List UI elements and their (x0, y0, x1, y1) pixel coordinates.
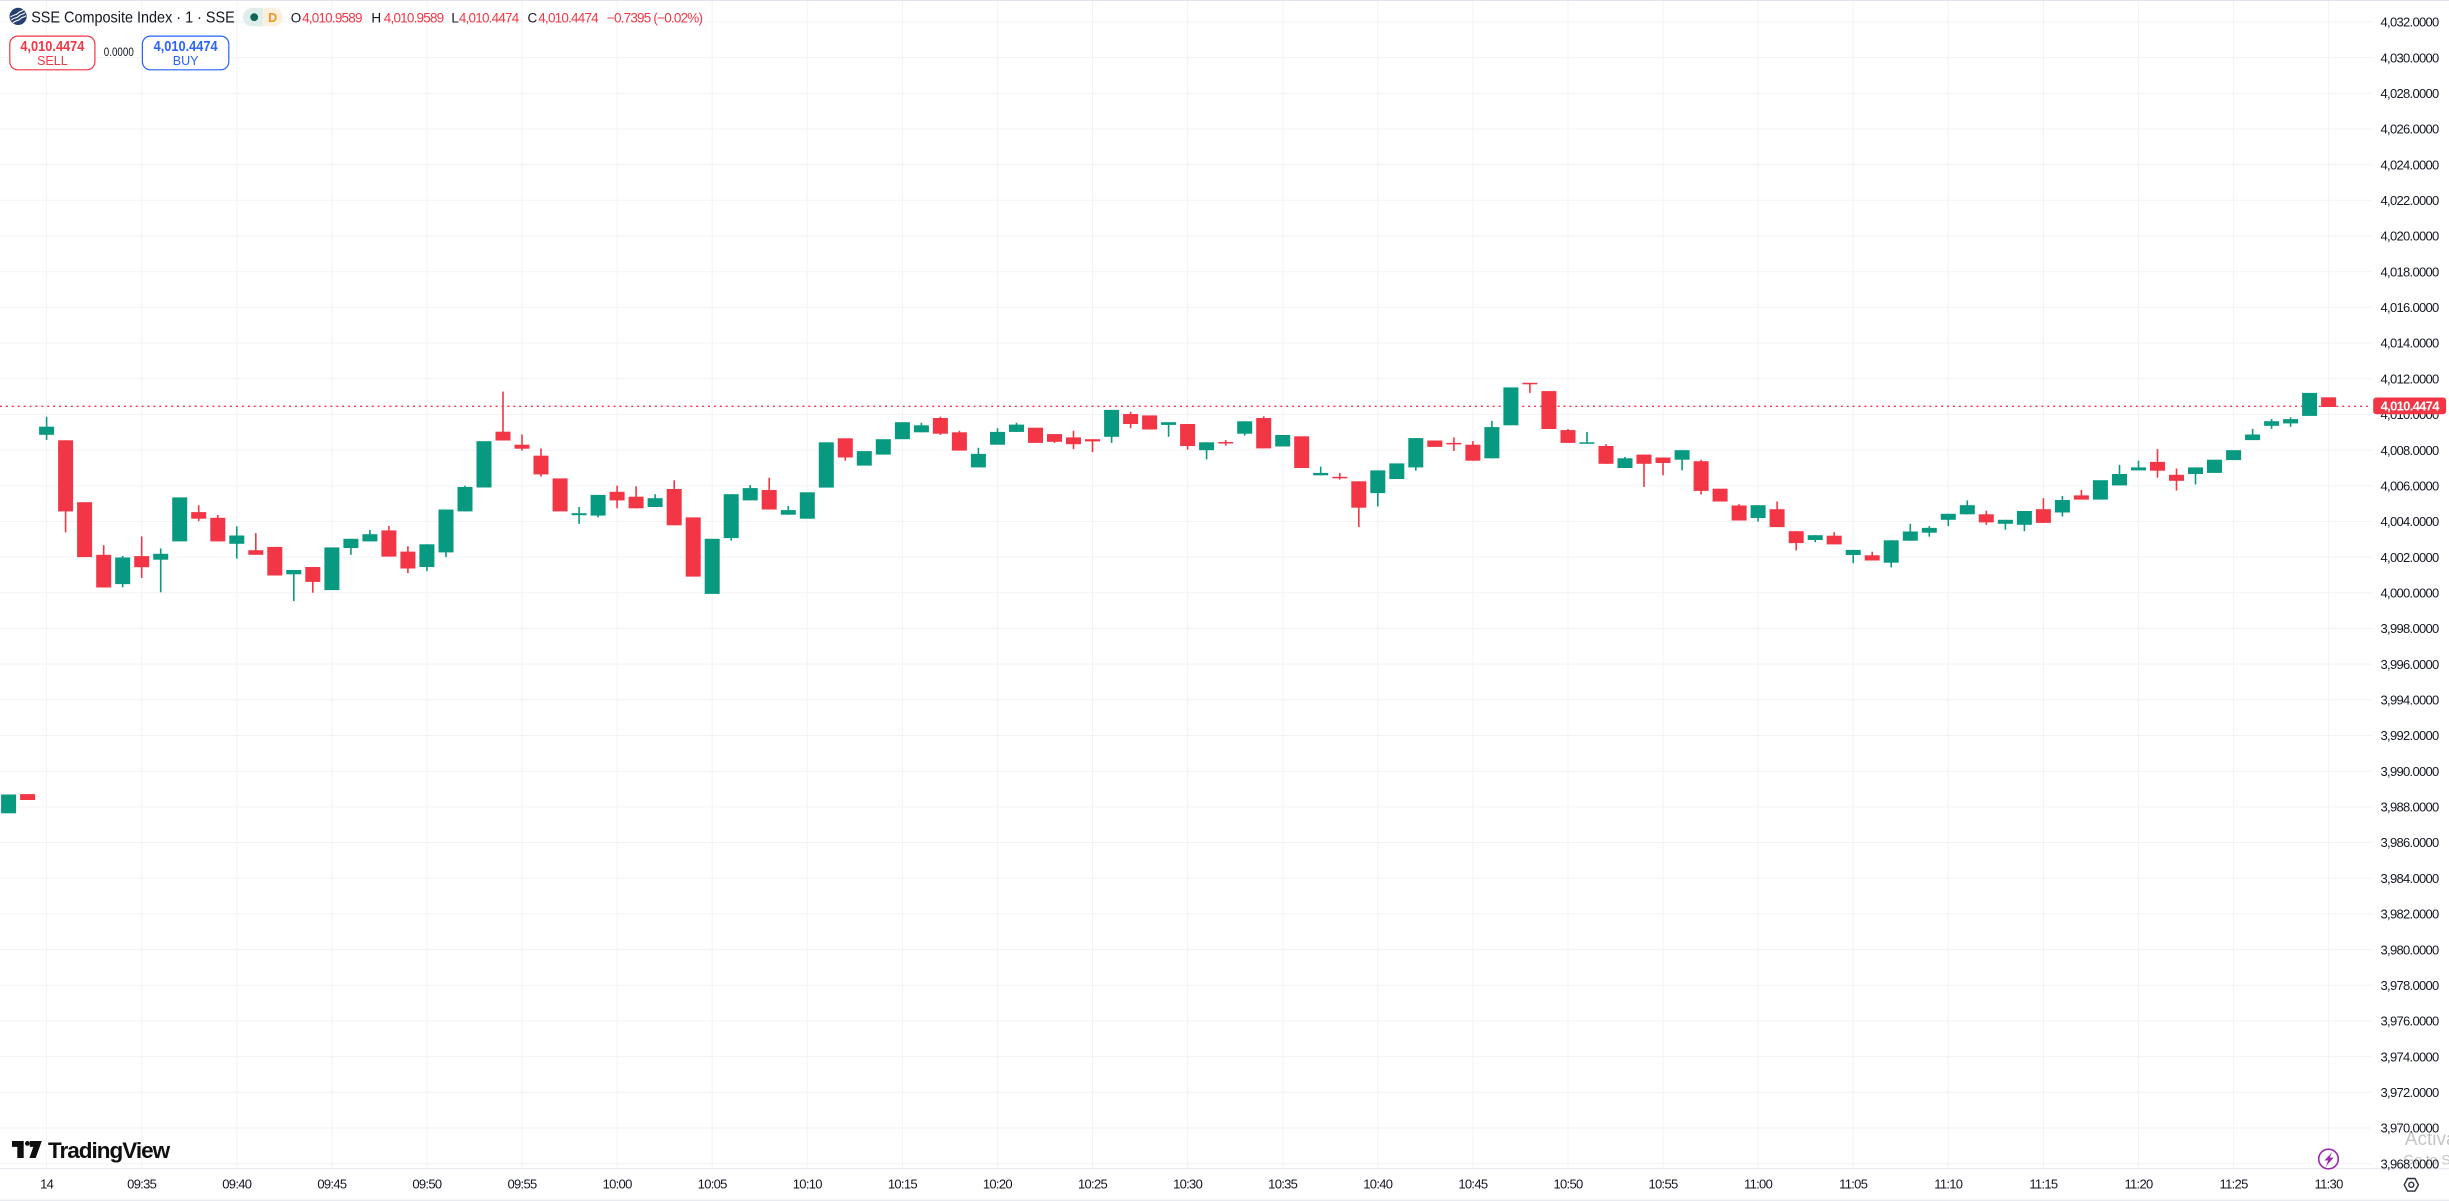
svg-text:3,990.0000: 3,990.0000 (2381, 764, 2440, 779)
svg-text:11:20: 11:20 (2124, 1177, 2153, 1192)
svg-text:11:10: 11:10 (1934, 1177, 1963, 1192)
svg-text:10:00: 10:00 (603, 1177, 633, 1192)
svg-text:10:25: 10:25 (1078, 1177, 1108, 1192)
svg-text:3,986.0000: 3,986.0000 (2381, 835, 2440, 850)
svg-text:3,992.0000: 3,992.0000 (2381, 728, 2440, 743)
svg-text:0.0000: 0.0000 (104, 47, 134, 59)
svg-text:Activate W: Activate W (2405, 1129, 2449, 1150)
svg-text:10:35: 10:35 (1268, 1177, 1298, 1192)
svg-text:09:50: 09:50 (412, 1177, 442, 1192)
svg-text:4,028.0000: 4,028.0000 (2381, 86, 2440, 101)
svg-text:Go to Setti: Go to Setti (2403, 1152, 2449, 1168)
svg-text:09:40: 09:40 (222, 1177, 252, 1192)
svg-text:4,006.0000: 4,006.0000 (2381, 478, 2440, 493)
svg-text:3,978.0000: 3,978.0000 (2381, 978, 2440, 993)
svg-text:11:00: 11:00 (1744, 1177, 1773, 1192)
svg-text:TradingView: TradingView (48, 1138, 171, 1163)
svg-text:4,010.4474: 4,010.4474 (538, 11, 599, 26)
svg-text:4,016.0000: 4,016.0000 (2381, 300, 2440, 315)
svg-text:D: D (268, 11, 277, 25)
svg-text:H: H (371, 11, 380, 26)
svg-text:11:25: 11:25 (2220, 1177, 2249, 1192)
svg-text:4,010.9589: 4,010.9589 (302, 11, 362, 26)
svg-text:10:15: 10:15 (888, 1177, 918, 1192)
svg-text:3,970.0000: 3,970.0000 (2381, 1121, 2440, 1136)
svg-text:4,020.0000: 4,020.0000 (2381, 229, 2440, 244)
svg-text:4,010.4474: 4,010.4474 (154, 38, 219, 55)
svg-text:4,010.9589: 4,010.9589 (384, 11, 444, 26)
svg-text:4,000.0000: 4,000.0000 (2381, 586, 2440, 601)
svg-text:10:05: 10:05 (698, 1177, 728, 1192)
svg-text:4,030.0000: 4,030.0000 (2381, 50, 2440, 65)
svg-text:09:35: 09:35 (127, 1177, 157, 1192)
svg-text:3,980.0000: 3,980.0000 (2381, 942, 2440, 957)
svg-text:10:50: 10:50 (1553, 1177, 1583, 1192)
svg-text:10:40: 10:40 (1363, 1177, 1393, 1192)
svg-text:11:05: 11:05 (1839, 1177, 1868, 1192)
svg-text:4,018.0000: 4,018.0000 (2381, 264, 2440, 279)
svg-text:4,004.0000: 4,004.0000 (2381, 514, 2440, 529)
svg-text:10:20: 10:20 (983, 1177, 1013, 1192)
svg-text:C: C (528, 11, 538, 26)
svg-text:3,972.0000: 3,972.0000 (2381, 1085, 2440, 1100)
svg-text:3,974.0000: 3,974.0000 (2381, 1049, 2440, 1064)
svg-text:4,002.0000: 4,002.0000 (2381, 550, 2440, 565)
svg-text:3,996.0000: 3,996.0000 (2381, 657, 2440, 672)
svg-text:−0.7395 (−0.02%): −0.7395 (−0.02%) (607, 11, 703, 26)
svg-text:10:10: 10:10 (793, 1177, 823, 1192)
svg-text:3,984.0000: 3,984.0000 (2381, 871, 2440, 886)
svg-text:14: 14 (40, 1177, 54, 1192)
svg-text:L: L (451, 11, 459, 26)
svg-text:4,010.4474: 4,010.4474 (459, 11, 520, 26)
svg-text:4,026.0000: 4,026.0000 (2381, 122, 2440, 137)
svg-text:3,976.0000: 3,976.0000 (2381, 1014, 2440, 1029)
svg-text:3,988.0000: 3,988.0000 (2381, 800, 2440, 815)
svg-text:3,998.0000: 3,998.0000 (2381, 621, 2440, 636)
svg-text:4,014.0000: 4,014.0000 (2381, 336, 2440, 351)
svg-text:3,968.0000: 3,968.0000 (2381, 1156, 2440, 1171)
svg-text:4,024.0000: 4,024.0000 (2381, 157, 2440, 172)
svg-text:09:55: 09:55 (507, 1177, 537, 1192)
svg-text:4,010.4474: 4,010.4474 (2381, 399, 2441, 414)
svg-text:3,994.0000: 3,994.0000 (2381, 693, 2440, 708)
svg-text:4,008.0000: 4,008.0000 (2381, 443, 2440, 458)
svg-text:SELL: SELL (37, 54, 68, 68)
svg-text:4,012.0000: 4,012.0000 (2381, 371, 2440, 386)
svg-text:4,022.0000: 4,022.0000 (2381, 193, 2440, 208)
svg-text:O: O (291, 11, 301, 26)
svg-text:11:15: 11:15 (2029, 1177, 2058, 1192)
svg-text:4,032.0000: 4,032.0000 (2381, 15, 2440, 30)
svg-text:11:30: 11:30 (2315, 1177, 2344, 1192)
svg-text:3,982.0000: 3,982.0000 (2381, 907, 2440, 922)
svg-text:BUY: BUY (173, 54, 199, 68)
svg-text:10:45: 10:45 (1458, 1177, 1488, 1192)
svg-text:10:55: 10:55 (1648, 1177, 1678, 1192)
svg-text:09:45: 09:45 (317, 1177, 347, 1192)
svg-text:SSE Composite Index · 1 · SSE: SSE Composite Index · 1 · SSE (31, 10, 235, 27)
svg-text:10:30: 10:30 (1173, 1177, 1203, 1192)
svg-text:4,010.4474: 4,010.4474 (20, 38, 85, 55)
